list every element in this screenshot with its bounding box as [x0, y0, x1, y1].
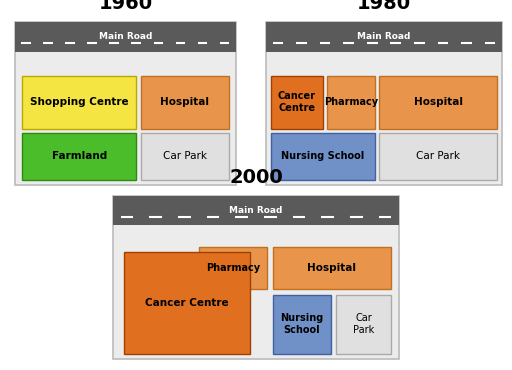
Text: Farmland: Farmland: [52, 151, 107, 161]
Text: Car Park: Car Park: [163, 151, 207, 161]
Bar: [113, 196, 399, 225]
Text: Car Park: Car Park: [416, 151, 460, 161]
Text: Main Road: Main Road: [357, 32, 411, 41]
Bar: [141, 75, 229, 129]
Bar: [273, 247, 391, 289]
Text: Cancer Centre: Cancer Centre: [145, 298, 229, 308]
Text: 1980: 1980: [357, 0, 411, 13]
Bar: [266, 22, 502, 51]
Bar: [271, 75, 323, 129]
Bar: [124, 252, 250, 354]
Bar: [199, 247, 267, 289]
Bar: [336, 295, 391, 354]
Text: Hospital: Hospital: [308, 263, 356, 273]
Bar: [15, 22, 236, 51]
Bar: [266, 22, 502, 185]
Bar: [379, 133, 497, 180]
Text: Main Road: Main Road: [229, 206, 283, 215]
Bar: [273, 295, 331, 354]
Text: 1960: 1960: [98, 0, 153, 13]
Text: 2000: 2000: [229, 168, 283, 187]
Bar: [113, 196, 399, 359]
Text: Nursing
School: Nursing School: [280, 313, 324, 335]
Text: Pharmacy: Pharmacy: [324, 97, 378, 107]
Bar: [22, 75, 136, 129]
Text: Hospital: Hospital: [160, 97, 209, 107]
Text: Car
Park: Car Park: [353, 313, 374, 335]
Text: Pharmacy: Pharmacy: [206, 263, 260, 273]
Bar: [271, 133, 375, 180]
Text: Cancer
Centre: Cancer Centre: [278, 91, 316, 113]
Text: Hospital: Hospital: [414, 97, 463, 107]
Bar: [141, 133, 229, 180]
Text: Nursing School: Nursing School: [281, 151, 365, 161]
Bar: [15, 22, 236, 185]
Text: Shopping Centre: Shopping Centre: [30, 97, 129, 107]
Text: Main Road: Main Road: [99, 32, 152, 41]
Bar: [379, 75, 497, 129]
Bar: [22, 133, 136, 180]
Bar: [328, 75, 375, 129]
